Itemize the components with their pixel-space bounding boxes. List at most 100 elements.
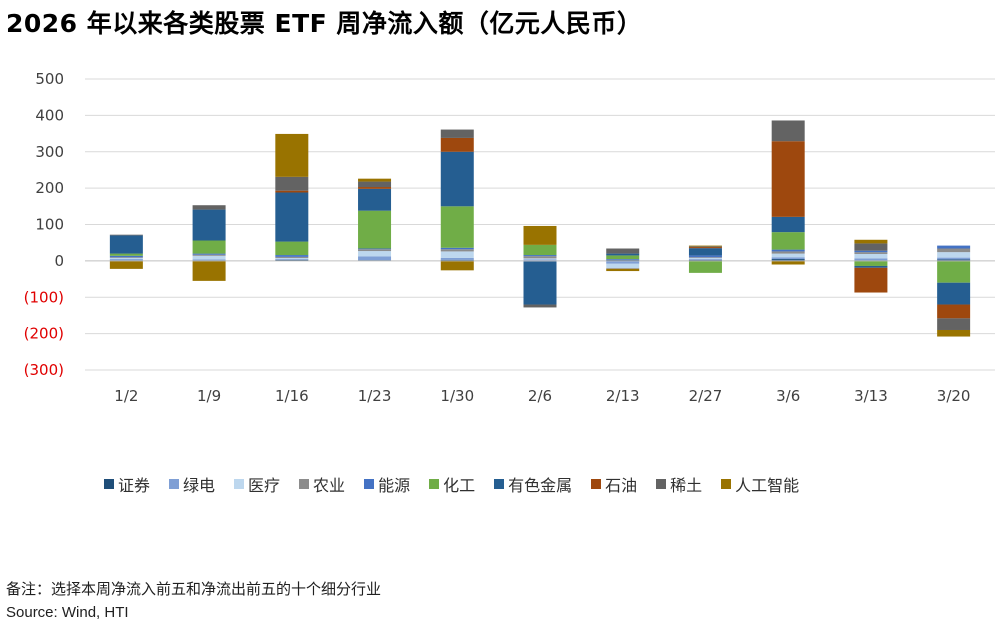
bar-segment — [358, 256, 392, 261]
legend-item: 稀土 — [656, 472, 702, 496]
bar-segment — [523, 304, 557, 308]
bar-segment — [606, 260, 640, 264]
legend-label: 农业 — [313, 476, 346, 495]
bar-segment — [358, 187, 392, 189]
legend-swatch — [364, 479, 375, 489]
legend-item: 证券 — [104, 472, 150, 496]
bar-segment — [440, 206, 474, 248]
legend-label: 化工 — [443, 476, 476, 495]
bar-segment — [440, 151, 474, 207]
x-tick-label: 1/23 — [358, 387, 392, 405]
y-tick-label: 400 — [35, 106, 64, 124]
bar-segment — [854, 250, 888, 253]
bar-segment — [771, 253, 805, 258]
bar-segment — [523, 258, 557, 260]
bar-segment — [192, 260, 226, 281]
legend-label: 绿电 — [183, 476, 216, 495]
legend-item: 化工 — [429, 472, 475, 496]
bar-segment — [606, 259, 640, 261]
legend-swatch — [169, 479, 180, 489]
bar-segment — [275, 255, 309, 257]
legend-swatch — [104, 479, 114, 489]
legend-swatch — [494, 479, 505, 489]
legend-item: 绿电 — [169, 472, 215, 496]
bar-segment — [854, 265, 888, 268]
bar-segment — [688, 257, 722, 258]
bar-segment — [937, 252, 971, 258]
y-tick-label: 500 — [35, 70, 64, 88]
legend-swatch — [234, 479, 245, 489]
y-tick-label: 300 — [35, 143, 64, 161]
legend-item: 有色金属 — [494, 472, 572, 496]
bar-segment — [854, 243, 888, 251]
legend-swatch — [429, 479, 440, 489]
y-tick-label: 0 — [54, 252, 64, 270]
legend-item: 农业 — [299, 472, 345, 496]
bar-segment — [523, 259, 557, 261]
bar-segment — [854, 239, 888, 244]
x-tick-label: 3/13 — [854, 387, 888, 405]
bar-segment — [771, 216, 805, 233]
bar-segment — [854, 252, 888, 254]
bar-segment — [192, 205, 226, 210]
bar-segment — [523, 261, 557, 305]
bar-segment — [688, 248, 722, 256]
legend: 证券 绿电 医疗 农业 能源 化工 有色金属 石油 稀土 人工智能 — [104, 472, 799, 496]
legend-item: 能源 — [364, 472, 410, 496]
bar-segment — [688, 245, 722, 247]
bar-segment — [192, 209, 226, 241]
bar-segment — [109, 235, 143, 254]
bar-segment — [937, 260, 971, 283]
bar-segment — [275, 133, 309, 177]
footnote: 备注：选择本周净流入前五和净流出前五的十个细分行业 — [6, 580, 382, 598]
bar-segment — [275, 257, 309, 260]
bar-layer — [109, 120, 971, 337]
legend-item: 石油 — [591, 472, 637, 496]
legend-swatch — [591, 479, 602, 489]
bar-segment — [440, 137, 474, 152]
bar-segment — [440, 257, 474, 260]
legend-swatch — [299, 479, 310, 489]
bar-segment — [606, 268, 640, 269]
bar-segment — [771, 232, 805, 250]
bar-segment — [771, 259, 805, 261]
bar-segment — [937, 248, 971, 253]
bar-segment — [854, 260, 888, 266]
bar-segment — [854, 253, 888, 259]
bar-segment — [109, 259, 143, 261]
legend-label: 医疗 — [248, 476, 281, 495]
chart-title: 2026 年以来各类股票 ETF 周净流入额（亿元人民币） — [6, 9, 643, 38]
x-axis-ticks: 1/2 1/9 1/16 1/23 1/30 2/6 2/13 2/27 3/6 3/13 3/20 — [114, 387, 970, 405]
y-tick-label: (300) — [24, 361, 64, 379]
bar-segment — [771, 251, 805, 254]
y-tick-label: (100) — [24, 288, 64, 306]
x-tick-label: 1/9 — [197, 387, 221, 405]
bar-segment — [606, 255, 640, 260]
bar-segment — [358, 248, 392, 250]
x-tick-label: 3/20 — [937, 387, 971, 405]
bar-segment — [109, 234, 143, 236]
bar-segment — [358, 188, 392, 211]
legend-item: 医疗 — [234, 472, 280, 496]
x-tick-label: 2/13 — [606, 387, 640, 405]
bar-segment — [688, 247, 722, 249]
legend-label: 稀土 — [670, 476, 703, 495]
x-tick-label: 1/16 — [275, 387, 309, 405]
bar-segment — [192, 255, 226, 260]
x-tick-label: 3/6 — [776, 387, 800, 405]
bar-segment — [275, 256, 309, 258]
bar-segment — [109, 257, 143, 260]
bar-segment — [771, 260, 805, 265]
x-tick-label: 2/6 — [528, 387, 552, 405]
bar-segment — [192, 240, 226, 254]
bar-segment — [358, 181, 392, 188]
y-tick-label: 200 — [35, 179, 64, 197]
bar-segment — [440, 260, 474, 271]
bar-segment — [358, 251, 392, 257]
bar-segment — [275, 259, 309, 260]
bar-segment — [109, 257, 143, 258]
bar-segment — [937, 257, 971, 260]
bar-segment — [440, 129, 474, 138]
bar-segment — [440, 247, 474, 250]
